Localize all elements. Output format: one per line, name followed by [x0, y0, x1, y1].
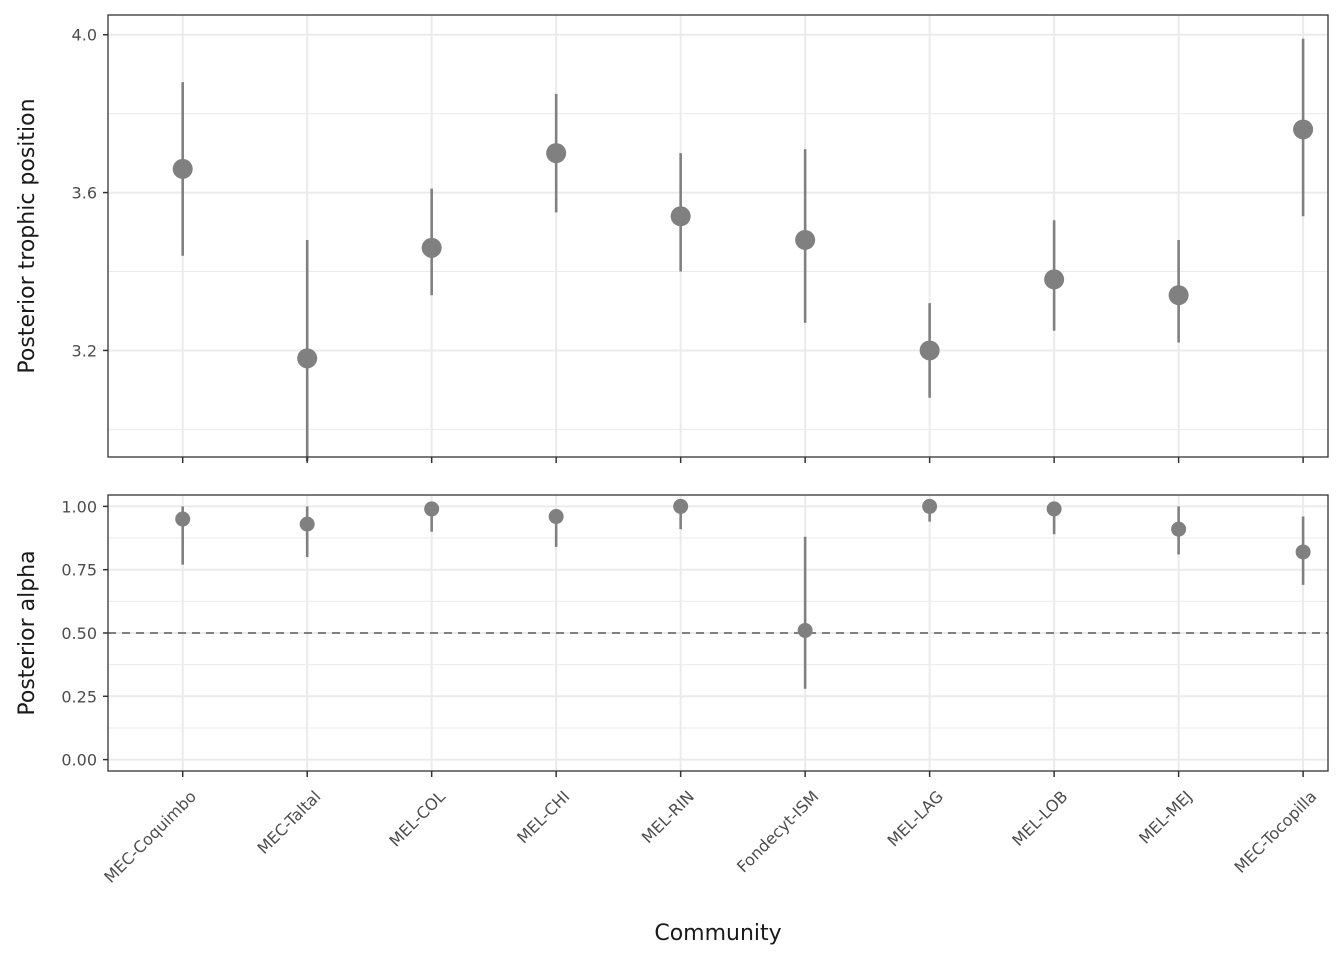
- trophic-point-MEC-Tocopilla: [1293, 119, 1314, 140]
- trophic-point-MEL-CHI: [546, 143, 567, 164]
- alpha-y-tick-label: 0.00: [61, 751, 97, 770]
- trophic-point-MEL-MEJ: [1168, 285, 1189, 306]
- y-axis-title-trophic: Posterior trophic position: [15, 98, 40, 373]
- trophic-point-MEC-Taltal: [297, 348, 318, 369]
- trophic-point-MEL-LOB: [1044, 269, 1065, 290]
- trophic-position-panel: 3.2 3.6 4.0: [72, 14, 1329, 463]
- alpha-point-MEC-Tocopilla: [1295, 544, 1311, 560]
- alpha-y-tick-label: 0.25: [61, 687, 97, 706]
- trophic-y-tick-label: 3.2: [72, 341, 97, 360]
- alpha-point-MEL-COL: [424, 501, 440, 517]
- alpha-point-MEL-CHI: [548, 509, 564, 525]
- x-tick-label-MEC-Taltal: MEC-Taltal: [254, 787, 325, 858]
- alpha-point-Fondecyt-ISM: [797, 622, 813, 638]
- x-tick-label-MEC-Tocopilla: MEC-Tocopilla: [1231, 787, 1321, 877]
- alpha-point-MEL-LAG: [922, 498, 938, 514]
- x-tick-label-MEL-RIN: MEL-RIN: [638, 787, 698, 847]
- x-axis-title: Community: [654, 921, 781, 946]
- alpha-point-MEL-RIN: [673, 498, 689, 514]
- trophic-y-tick-label: 4.0: [72, 26, 97, 45]
- trophic-point-Fondecyt-ISM: [795, 229, 816, 250]
- alpha-y-tick-label: 0.50: [61, 624, 97, 643]
- alpha-point-MEC-Coquimbo: [175, 511, 191, 527]
- trophic-point-MEL-COL: [421, 237, 442, 258]
- y-axis-title-alpha: Posterior alpha: [15, 550, 40, 715]
- x-tick-label-MEL-LAG: MEL-LAG: [884, 787, 947, 850]
- trophic-point-MEL-LAG: [919, 340, 940, 361]
- trophic-y-tick-label: 3.6: [72, 184, 97, 203]
- trophic-panel-border: [107, 14, 1329, 458]
- x-axis: MEC-Coquimbo MEC-Taltal MEL-COL MEL-CHI MEL-…: [100, 787, 1320, 887]
- alpha-point-MEL-MEJ: [1171, 521, 1187, 537]
- x-tick-label-MEL-LOB: MEL-LOB: [1008, 787, 1071, 850]
- alpha-point-MEC-Taltal: [299, 516, 315, 532]
- alpha-y-tick-label: 0.75: [61, 561, 97, 580]
- x-tick-label-MEL-CHI: MEL-CHI: [513, 787, 573, 847]
- x-tick-label-Fondecyt-ISM: Fondecyt-ISM: [733, 787, 822, 876]
- alpha-y-tick-label: 1.00: [61, 497, 97, 516]
- x-tick-label-MEC-Coquimbo: MEC-Coquimbo: [100, 787, 200, 887]
- alpha-panel: 0.00 0.25 0.50 0.75 1.00: [61, 494, 1329, 777]
- x-tick-label-MEL-MEJ: MEL-MEJ: [1135, 787, 1196, 848]
- alpha-point-MEL-LOB: [1046, 501, 1062, 517]
- alpha-panel-border: [107, 494, 1329, 772]
- trophic-point-MEC-Coquimbo: [172, 158, 193, 179]
- trophic-panel-background: [108, 15, 1328, 457]
- trophic-point-MEL-RIN: [670, 206, 691, 227]
- x-tick-label-MEL-COL: MEL-COL: [385, 787, 449, 851]
